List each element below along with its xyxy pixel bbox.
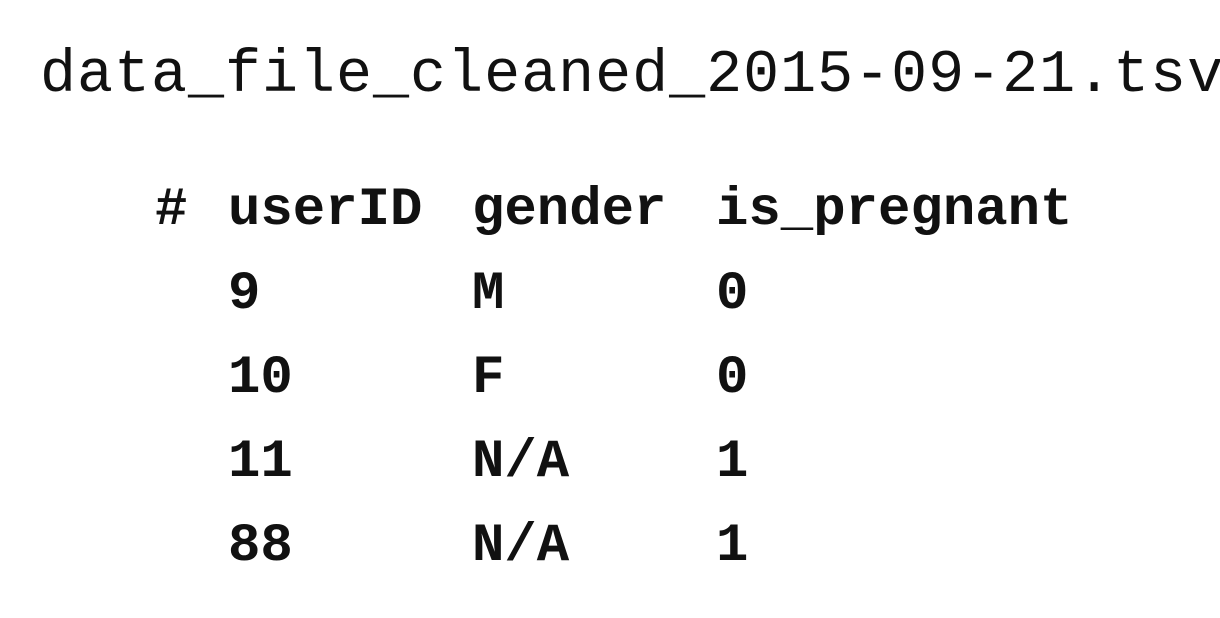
cell-userid: 10	[228, 348, 293, 409]
file-title: data_file_cleaned_2015-09-21.tsv:	[40, 32, 1220, 116]
cell-gender: N/A	[472, 516, 570, 577]
column-header-is-pregnant: is_pregnant	[716, 180, 1073, 241]
cell-userid: 11	[228, 432, 293, 493]
cell-is-pregnant: 0	[716, 348, 749, 409]
column-header-gender: gender	[472, 180, 667, 241]
cell-gender: F	[472, 348, 505, 409]
cell-is-pregnant: 0	[716, 264, 749, 325]
cell-is-pregnant: 1	[716, 516, 749, 577]
cell-userid: 88	[228, 516, 293, 577]
file-name: data_file_cleaned_2015-09-21.tsv	[40, 42, 1220, 110]
cell-gender: N/A	[472, 432, 570, 493]
cell-gender: M	[472, 264, 505, 325]
cell-userid: 9	[228, 264, 261, 325]
comment-marker: #	[155, 180, 188, 241]
column-header-userid: userID	[228, 180, 423, 241]
cell-is-pregnant: 1	[716, 432, 749, 493]
